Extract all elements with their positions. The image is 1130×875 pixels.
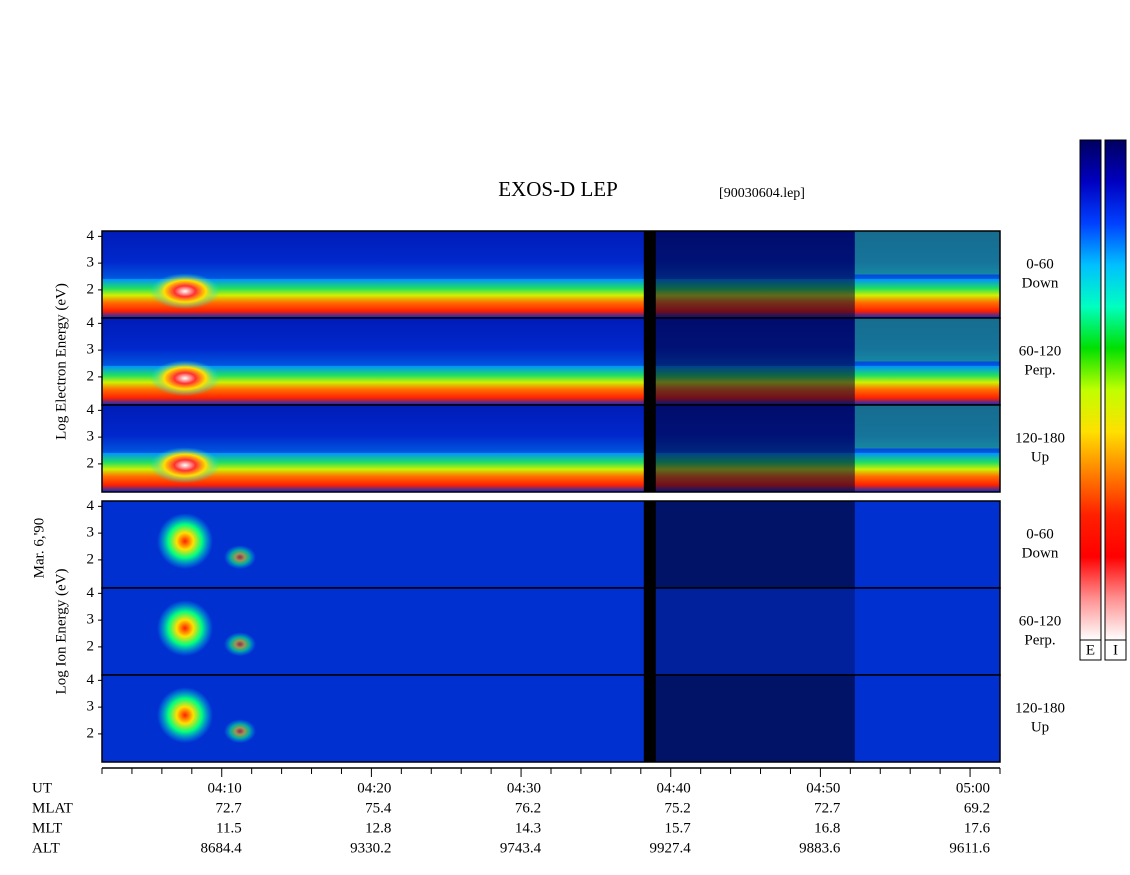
spectrogram-area bbox=[654, 501, 855, 588]
ephemeris-label: ALT bbox=[32, 840, 60, 856]
x-tick-label: 04:50 bbox=[806, 780, 840, 796]
ephemeris-value: 9743.4 bbox=[500, 840, 542, 856]
spectrogram-area bbox=[643, 231, 656, 318]
y-tick-label: 2 bbox=[87, 551, 95, 567]
x-tick-label: 04:40 bbox=[657, 780, 691, 796]
spectrogram-area bbox=[646, 405, 855, 492]
ephemeris-value: 11.5 bbox=[216, 820, 242, 836]
y-tick-label: 4 bbox=[87, 315, 95, 331]
x-tick-label: 04:20 bbox=[357, 780, 391, 796]
file-label: [90030604.lep] bbox=[719, 186, 805, 201]
y-tick-label: 3 bbox=[87, 525, 95, 541]
ephemeris-label: MLT bbox=[32, 820, 62, 836]
panel-label: Down bbox=[1022, 545, 1059, 561]
y-tick-label: 3 bbox=[87, 699, 95, 715]
panel-label: Down bbox=[1022, 275, 1059, 291]
y-tick-label: 3 bbox=[87, 429, 95, 445]
ephemeris-label: MLAT bbox=[32, 800, 73, 816]
y-tick-label: 4 bbox=[87, 498, 95, 514]
colorbar-label-box bbox=[1079, 639, 1102, 661]
panel-label: 60-120 bbox=[1019, 343, 1062, 359]
spectrogram-area bbox=[854, 231, 1000, 275]
x-tick-label: 05:00 bbox=[956, 780, 990, 796]
y-tick-label: 4 bbox=[87, 672, 95, 688]
y-tick-label: 2 bbox=[87, 368, 95, 384]
panel-label: 120-180 bbox=[1015, 700, 1065, 716]
spectrogram-area bbox=[157, 513, 213, 570]
spectrogram-area bbox=[643, 405, 656, 492]
ephemeris-value: 72.7 bbox=[814, 800, 841, 816]
spectrogram-area bbox=[643, 675, 656, 762]
panel-label: Up bbox=[1031, 449, 1049, 465]
ephemeris-value: 9927.4 bbox=[649, 840, 691, 856]
spectrogram-area bbox=[854, 318, 1000, 362]
colorbar-label: E bbox=[1086, 642, 1095, 658]
spectrogram-area bbox=[224, 719, 256, 744]
spectrogram-area bbox=[646, 318, 855, 405]
spectrogram-area bbox=[224, 545, 256, 570]
spectrogram-area bbox=[224, 632, 256, 657]
y-tick-label: 4 bbox=[87, 402, 95, 418]
panel-label: Perp. bbox=[1024, 362, 1055, 378]
y-tick-label: 2 bbox=[87, 725, 95, 741]
spectrogram-area bbox=[643, 318, 656, 405]
spectrogram-area bbox=[654, 588, 855, 675]
spectrogram-area bbox=[150, 360, 220, 397]
x-tick-label: 04:10 bbox=[208, 780, 242, 796]
spectrogram-area bbox=[150, 447, 220, 484]
colorbar bbox=[1079, 139, 1102, 641]
ephemeris-value: 9330.2 bbox=[350, 840, 391, 856]
ephemeris-value: 72.7 bbox=[215, 800, 242, 816]
ephemeris-value: 15.7 bbox=[664, 820, 691, 836]
spectrogram-area bbox=[150, 273, 220, 310]
panel-frame bbox=[101, 674, 1001, 763]
spectrogram-area bbox=[643, 588, 656, 675]
panel-label: 0-60 bbox=[1026, 256, 1054, 272]
y-tick-label: 3 bbox=[87, 342, 95, 358]
ephemeris-value: 16.8 bbox=[814, 820, 840, 836]
panel-label: 60-120 bbox=[1019, 613, 1062, 629]
ephemeris-value: 17.6 bbox=[964, 820, 991, 836]
spectrogram-area bbox=[654, 675, 855, 762]
panel-label: 120-180 bbox=[1015, 430, 1065, 446]
panel-label: Up bbox=[1031, 719, 1049, 735]
date-label: Mar. 6,'90 bbox=[31, 518, 47, 579]
ephemeris-value: 76.2 bbox=[515, 800, 541, 816]
ephemeris-value: 75.2 bbox=[664, 800, 690, 816]
ephemeris-value: 8684.4 bbox=[200, 840, 242, 856]
y-axis-label: Log Electron Energy (eV) bbox=[53, 283, 69, 440]
ephemeris-value: 69.2 bbox=[964, 800, 990, 816]
panel-label: Perp. bbox=[1024, 632, 1055, 648]
y-axis-label: Log Ion Energy (eV) bbox=[53, 569, 69, 695]
y-tick-label: 2 bbox=[87, 281, 95, 297]
panel-frame bbox=[101, 404, 1001, 493]
spectrogram-area bbox=[102, 588, 1000, 675]
x-tick-label: 04:30 bbox=[507, 780, 541, 796]
spectrogram-area bbox=[102, 675, 1000, 762]
spectrogram-area bbox=[646, 231, 855, 318]
spectrogram-area bbox=[157, 687, 213, 744]
chart-title: EXOS-D LEP bbox=[498, 177, 618, 201]
colorbar bbox=[1104, 139, 1127, 641]
ephemeris-value: 12.8 bbox=[365, 820, 391, 836]
y-tick-label: 3 bbox=[87, 255, 95, 271]
panel-label: 0-60 bbox=[1026, 526, 1054, 542]
ephemeris-value: 14.3 bbox=[515, 820, 541, 836]
ephemeris-label: UT bbox=[32, 780, 52, 796]
colorbar-label: I bbox=[1113, 642, 1118, 658]
ephemeris-value: 9611.6 bbox=[949, 840, 990, 856]
y-tick-label: 2 bbox=[87, 455, 95, 471]
colorbar-label-box bbox=[1104, 639, 1127, 661]
y-tick-label: 2 bbox=[87, 638, 95, 654]
ephemeris-value: 9883.6 bbox=[799, 840, 841, 856]
y-tick-label: 4 bbox=[87, 585, 95, 601]
spectrogram-area bbox=[643, 501, 656, 588]
y-tick-label: 4 bbox=[87, 228, 95, 244]
spectrogram-area bbox=[854, 405, 1000, 449]
spectrogram-area bbox=[157, 600, 213, 657]
ephemeris-value: 75.4 bbox=[365, 800, 392, 816]
y-tick-label: 3 bbox=[87, 612, 95, 628]
spectrogram-area bbox=[102, 501, 1000, 588]
